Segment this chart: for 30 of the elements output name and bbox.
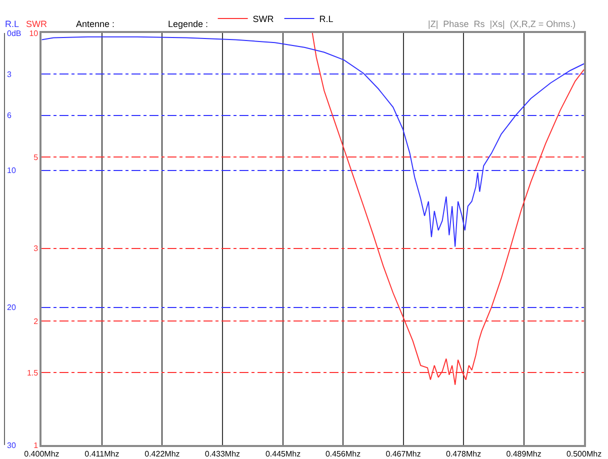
line-series <box>42 36 584 248</box>
y-tick-label: 3 <box>34 244 39 254</box>
y-tick-label: 2 <box>34 316 39 326</box>
x-tick-label: 0.445Mhz <box>265 450 301 459</box>
y-axis-title: SWR <box>26 19 48 29</box>
x-tick-label: 0.489Mhz <box>506 450 542 459</box>
x-tick-label: 0.400Mhz <box>24 450 60 459</box>
y-tick-label: 5 <box>34 152 39 162</box>
y2-axis-title: R.L <box>5 19 20 29</box>
y2-tick-label: 10 <box>7 166 16 175</box>
x-tick-label: 0.467Mhz <box>386 450 421 459</box>
y-tick-label: 1.5 <box>26 368 39 378</box>
y2-tick-label: 6 <box>7 111 12 120</box>
text: Antenne : <box>76 19 115 29</box>
legend-label: SWR <box>252 14 274 24</box>
x-tick-label: 0.500Mhz <box>566 450 602 459</box>
y2-tick-label: 20 <box>7 303 16 312</box>
y-tick-label: 1 <box>34 440 39 450</box>
legend-label: R.L <box>319 14 334 24</box>
x-tick-label: 0.478Mhz <box>446 450 482 459</box>
x-tick-label: 0.411Mhz <box>84 450 120 459</box>
x-tick-label: 0.456Mhz <box>325 450 361 459</box>
y-tick-label: 10 <box>29 28 39 38</box>
text: Legende : <box>168 19 208 29</box>
y2-tick-label: 30 <box>7 441 16 450</box>
x-tick-label: 0.433Mhz <box>204 450 240 459</box>
x-tick-label: 0.422Mhz <box>144 450 180 459</box>
y2-tick-label: 0dB <box>7 29 22 38</box>
y2-tick-label: 3 <box>7 70 12 79</box>
text: |Z| Phase Rs |Xs| (X,R,Z = Ohms.) <box>428 19 576 29</box>
